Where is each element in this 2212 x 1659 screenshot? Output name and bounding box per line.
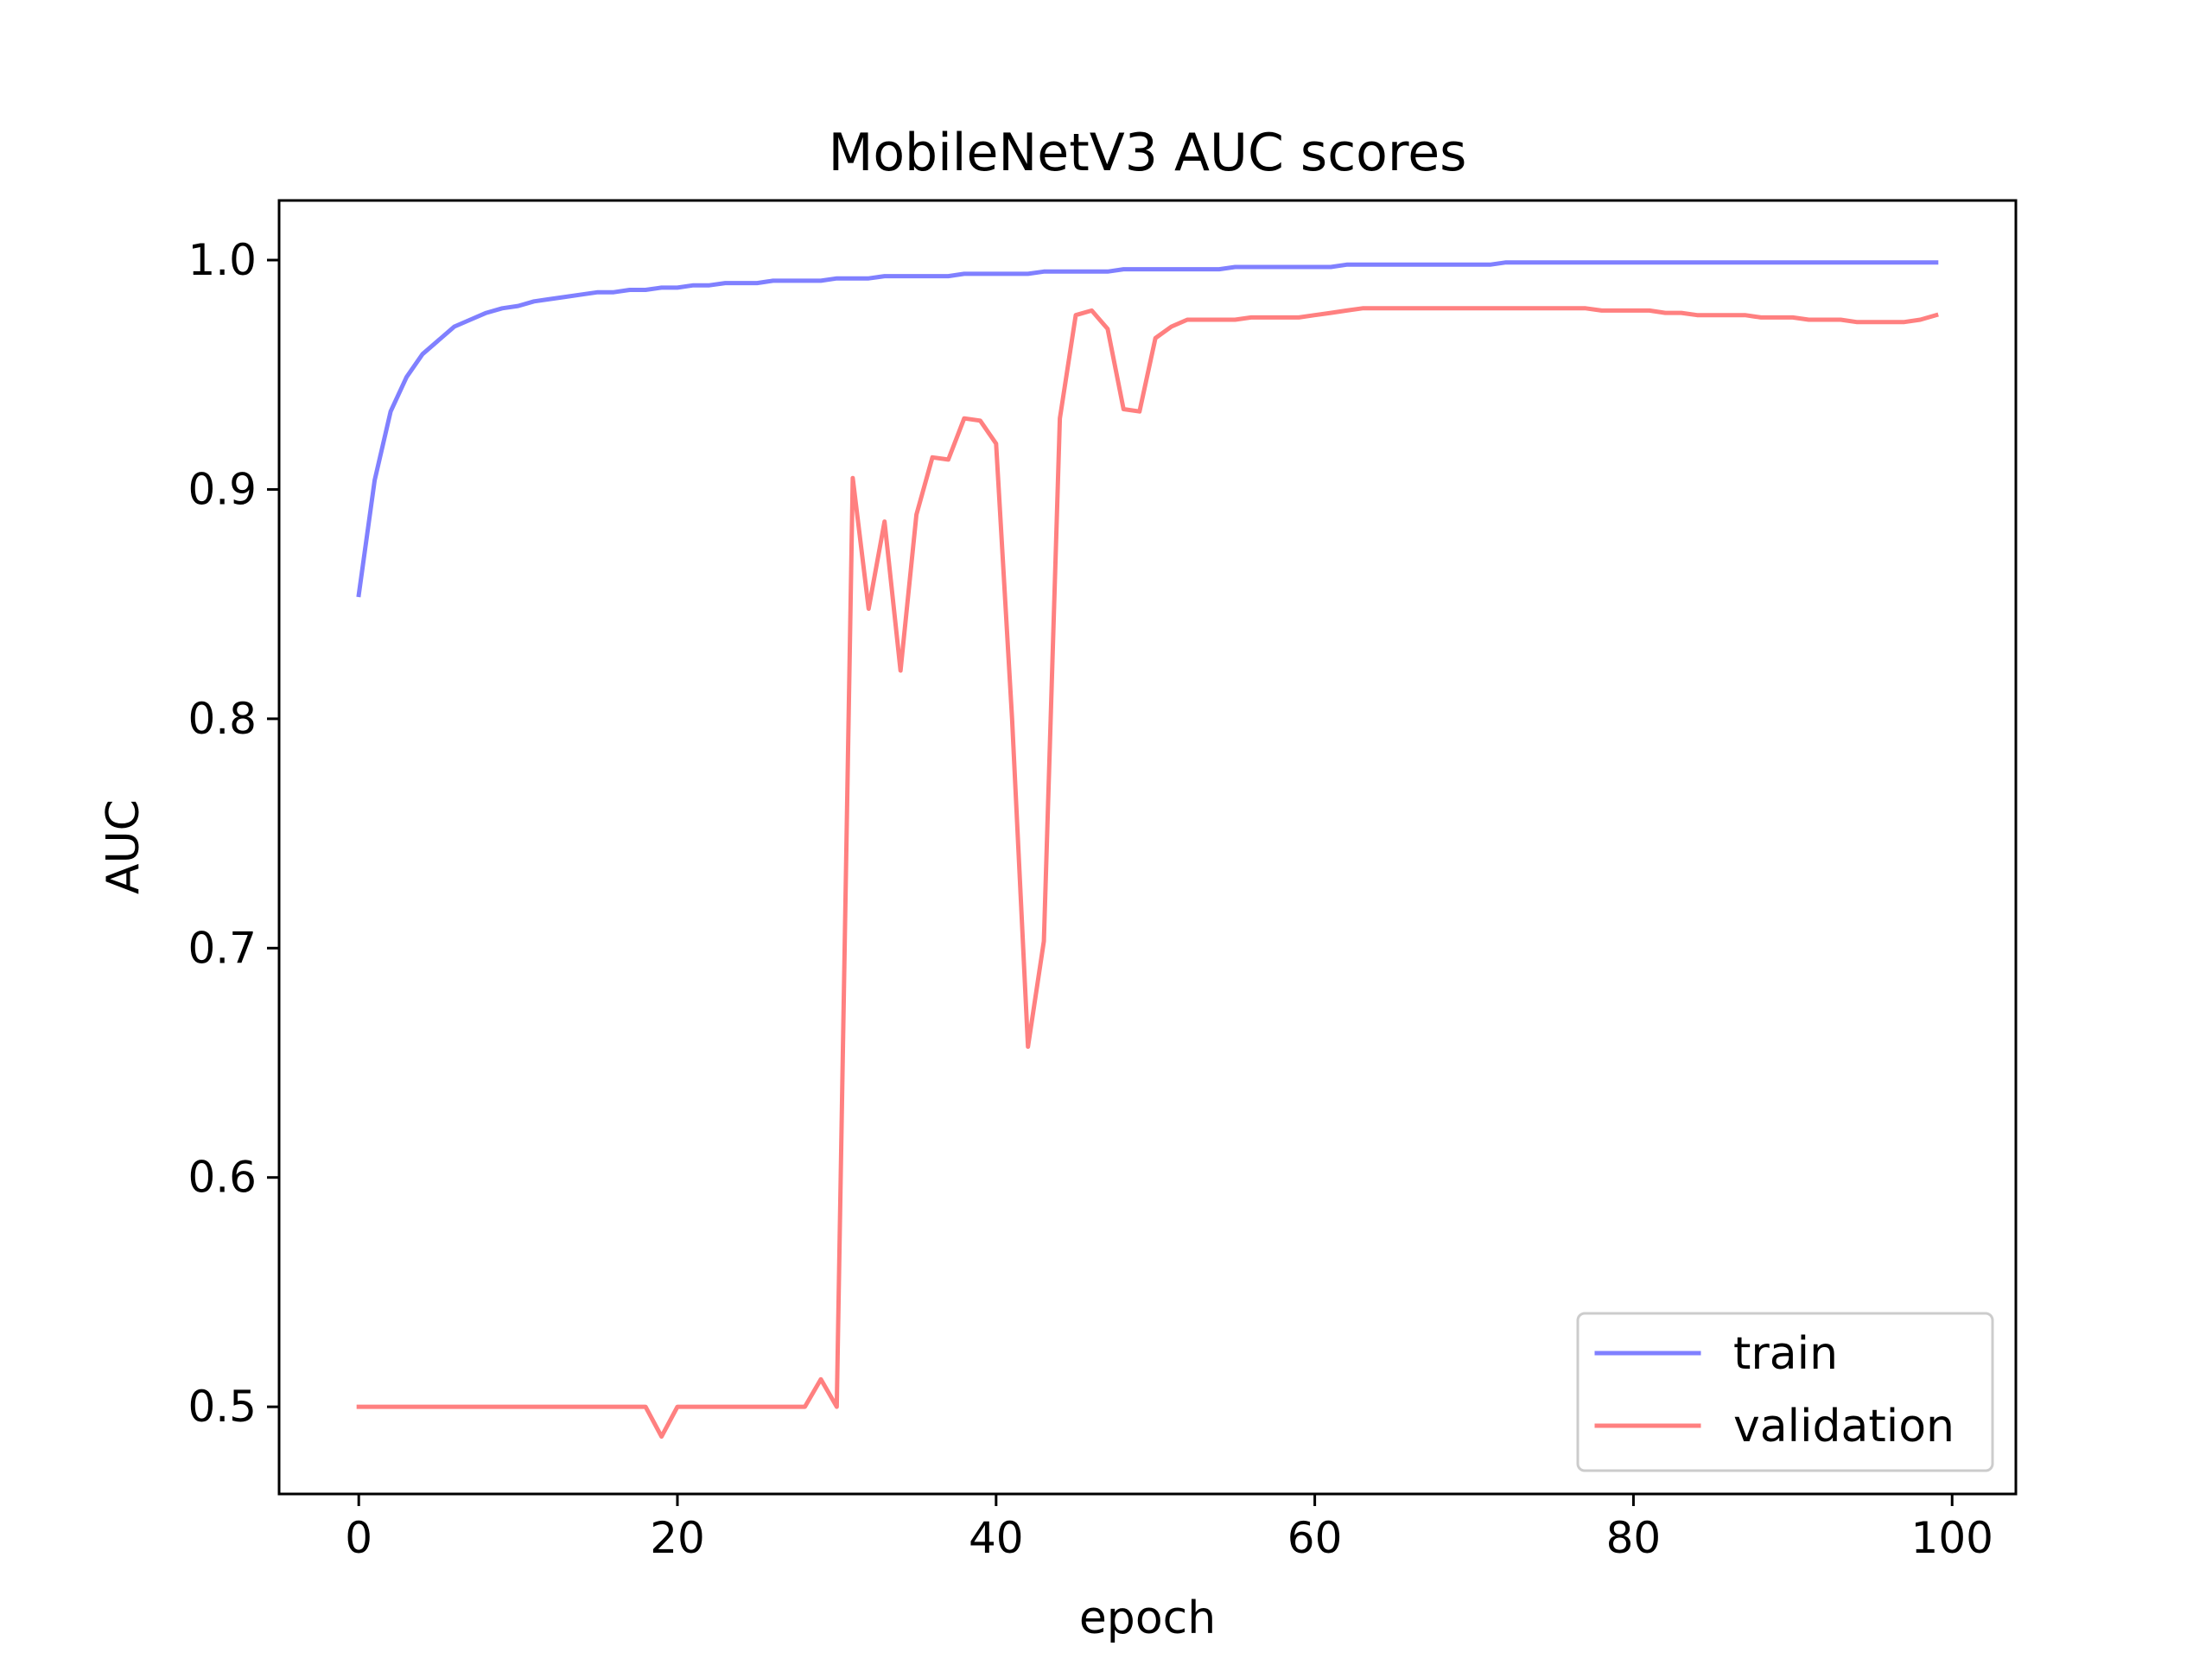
- x-tick-label: 60: [1287, 1513, 1343, 1563]
- y-tick-label: 0.8: [188, 694, 257, 744]
- x-tick-label: 80: [1606, 1513, 1662, 1563]
- y-tick-label: 0.6: [188, 1153, 257, 1203]
- x-axis: 0 20 40 60 80 100: [345, 1494, 1993, 1563]
- legend-label-validation: validation: [1733, 1401, 1955, 1452]
- x-tick-label: 0: [345, 1513, 372, 1563]
- series-line-validation: [356, 306, 1939, 1440]
- x-tick-label: 40: [969, 1513, 1024, 1563]
- series-line-train: [356, 260, 1939, 598]
- y-axis-label: AUC: [98, 799, 149, 894]
- plot-frame: [277, 199, 2018, 1496]
- legend: train validation: [1576, 1312, 1994, 1472]
- x-tick-label: 20: [650, 1513, 705, 1563]
- y-axis: 0.5 0.6 0.7 0.8 0.9 1.0: [188, 235, 279, 1432]
- legend-label-train: train: [1733, 1328, 1838, 1380]
- y-tick-label: 0.9: [188, 464, 257, 514]
- y-tick-label: 0.5: [188, 1382, 257, 1432]
- plot-area: [356, 260, 1939, 1440]
- x-tick-label: 100: [1911, 1513, 1993, 1563]
- y-tick-label: 1.0: [188, 235, 257, 285]
- chart-title: MobileNetV3 AUC scores: [829, 123, 1467, 183]
- y-tick-label: 0.7: [188, 923, 257, 973]
- x-axis-label: epoch: [1079, 1592, 1216, 1644]
